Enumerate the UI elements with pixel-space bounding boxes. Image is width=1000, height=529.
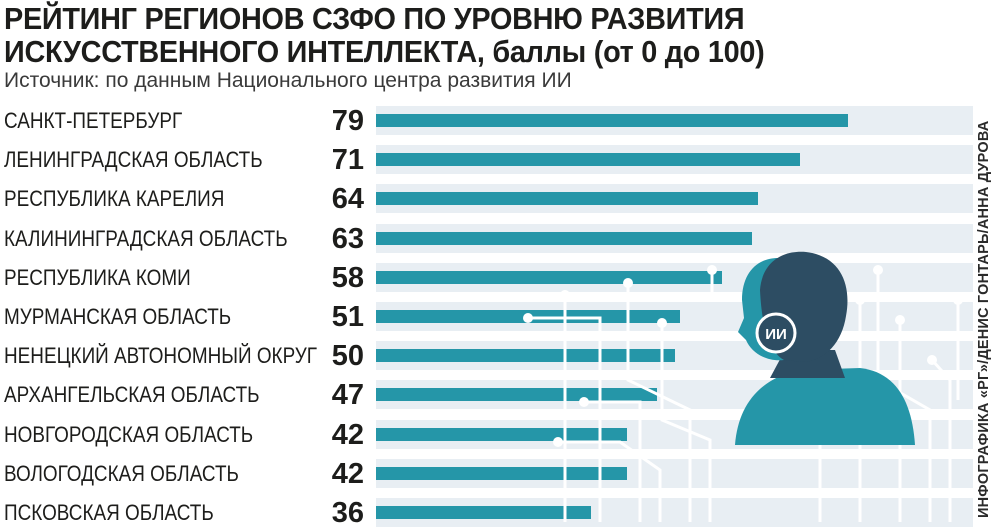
title-line-1: РЕЙТИНГ РЕГИОНОВ СЗФО ПО УРОВНЮ РАЗВИТИЯ <box>4 1 745 36</box>
value-label: 79 <box>331 105 364 137</box>
chart-title: РЕЙТИНГ РЕГИОНОВ СЗФО ПО УРОВНЮ РАЗВИТИЯ… <box>4 1 765 69</box>
bar <box>376 114 848 127</box>
region-label: РЕСПУБЛИКА КАРЕЛИЯ <box>4 186 225 212</box>
region-label: ПСКОВСКАЯ ОБЛАСТЬ <box>4 500 214 525</box>
value-label: 64 <box>331 183 364 216</box>
value-label: 63 <box>331 222 364 255</box>
value-label: 71 <box>331 144 364 177</box>
bar <box>376 310 681 323</box>
region-label: САНКТ-ПЕТЕРБУРГ <box>4 108 183 133</box>
bar <box>376 153 800 167</box>
region-label: АРХАНГЕЛЬСКАЯ ОБЛАСТЬ <box>4 382 260 408</box>
source-subtitle: Источник: по данным Национального центра… <box>4 69 572 92</box>
region-label: КАЛИНИНГРАДСКАЯ ОБЛАСТЬ <box>4 225 288 251</box>
region-label: ВОЛОГОДСКАЯ ОБЛАСТЬ <box>4 460 239 486</box>
region-label: ЛЕНИНГРАДСКАЯ ОБЛАСТЬ <box>4 147 263 173</box>
value-label: 58 <box>331 261 364 294</box>
value-label: 36 <box>331 497 364 529</box>
region-label: НЕНЕЦКИЙ АВТОНОМНЫЙ ОКРУГ <box>4 343 318 369</box>
bar <box>376 427 627 441</box>
bar <box>376 349 675 363</box>
value-label: 51 <box>331 301 364 333</box>
value-label: 50 <box>331 340 364 373</box>
infographic-credit: ИНФОГРАФИКА «РГ»/ДЕНИС ГОНТАРЬ/АННА ДУРО… <box>976 120 992 518</box>
bar <box>376 270 723 284</box>
bar <box>376 466 627 480</box>
bar <box>376 506 591 519</box>
bar <box>376 192 759 206</box>
value-label: 42 <box>331 418 364 451</box>
region-label: НОВГОРОДСКАЯ ОБЛАСТЬ <box>4 421 254 447</box>
value-label: 42 <box>331 457 364 490</box>
region-label: МУРМАНСКАЯ ОБЛАСТЬ <box>4 304 232 329</box>
value-label: 47 <box>331 379 364 412</box>
region-label: РЕСПУБЛИКА КОМИ <box>4 264 191 290</box>
title-line-2: ИСКУССТВЕННОГО ИНТЕЛЛЕКТА, баллы (от 0 д… <box>4 34 765 69</box>
bar <box>376 231 753 245</box>
bar <box>376 388 657 402</box>
